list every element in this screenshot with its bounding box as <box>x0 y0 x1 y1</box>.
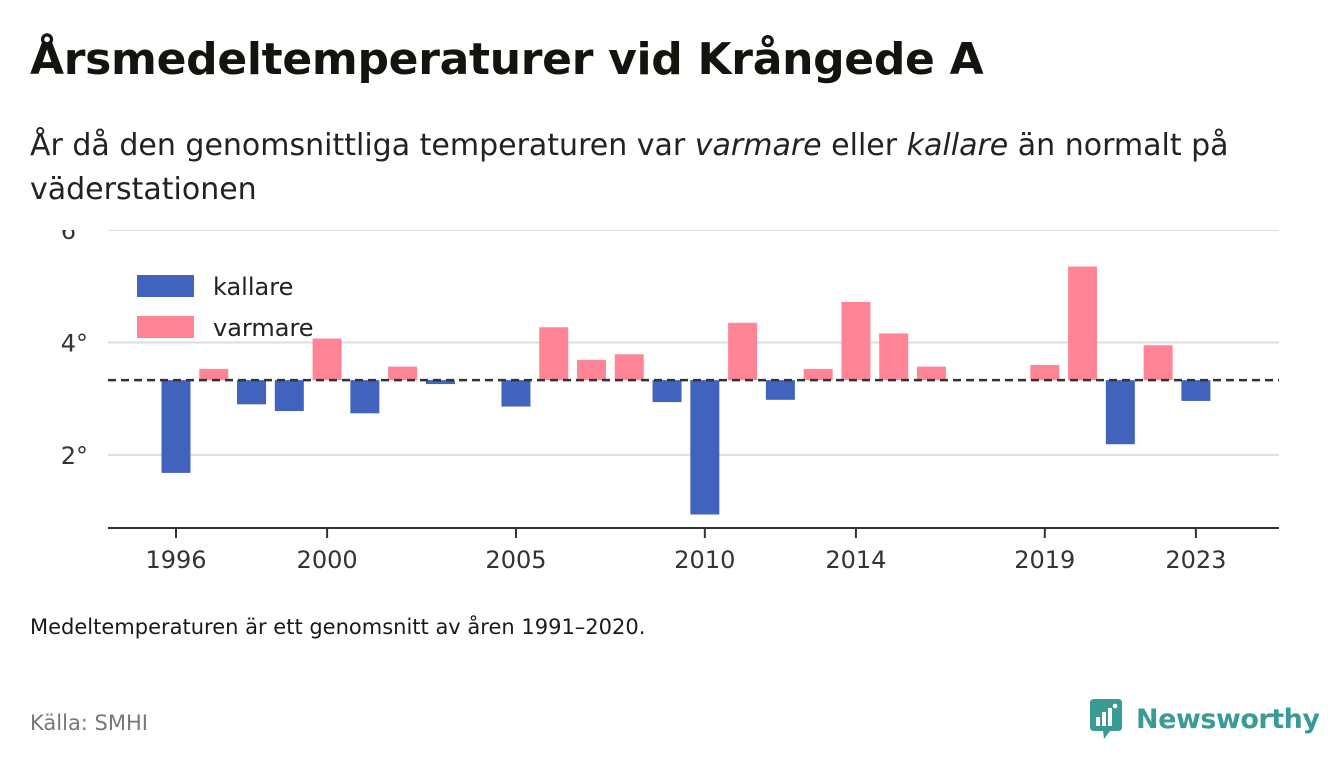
x-tick-label: 2019 <box>1014 546 1075 574</box>
subtitle-text-middle: eller <box>821 128 907 163</box>
legend-swatch-varmare <box>137 316 194 338</box>
newsworthy-logo-icon <box>1090 699 1122 739</box>
bar-2023 <box>1181 380 1211 401</box>
chart-legend: kallare varmare <box>137 273 314 342</box>
bar-2005 <box>501 380 531 407</box>
x-axis: 1996 2000 2005 2010 2014 2019 2023 <box>108 527 1279 574</box>
x-tick-label: 2000 <box>297 546 358 574</box>
x-tick-label: 2005 <box>485 546 546 574</box>
legend-label-varmare: varmare <box>213 314 314 342</box>
y-tick-label: 6° <box>61 230 88 245</box>
y-axis-labels: 2° 4° 6° <box>61 230 88 470</box>
footnote: Medeltemperaturen är ett genomsnitt av å… <box>30 615 646 639</box>
bar-2011 <box>728 322 758 381</box>
legend-label-kallare: kallare <box>213 273 293 301</box>
bars-group <box>161 266 1211 515</box>
bar-2013 <box>803 368 833 381</box>
y-tick-label: 4° <box>61 329 88 357</box>
bar-2019 <box>1030 364 1060 381</box>
bar-2012 <box>765 380 795 400</box>
source-label: Källa: SMHI <box>30 711 148 735</box>
bar-chart: 2° 4° 6° 1996 2000 2005 2010 2014 2019 2023 kall… <box>61 230 1279 574</box>
bar-2008 <box>614 354 644 381</box>
y-tick-label: 2° <box>61 442 88 470</box>
bar-2021 <box>1105 380 1135 445</box>
bar-2010 <box>690 380 720 515</box>
subtitle-emphasis-colder: kallare <box>906 128 1009 163</box>
bar-2016 <box>916 366 946 381</box>
newsworthy-logo-text: Newsworthy <box>1136 703 1320 735</box>
bar-1998 <box>237 380 267 405</box>
bar-2020 <box>1068 266 1098 381</box>
x-tick-label: 2023 <box>1165 546 1226 574</box>
newsworthy-logo[interactable]: Newsworthy <box>1088 697 1320 741</box>
x-tick-label: 2010 <box>674 546 735 574</box>
bar-2002 <box>388 366 418 381</box>
chart-subtitle: År då den genomsnittliga temperaturen va… <box>30 124 1300 212</box>
bar-1996 <box>161 380 191 473</box>
bar-2022 <box>1143 345 1173 381</box>
x-tick-label: 2014 <box>825 546 886 574</box>
chart-title: Årsmedeltemperaturer vid Krångede A <box>30 34 984 85</box>
legend-swatch-kallare <box>137 275 194 297</box>
bar-2006 <box>539 327 569 381</box>
bar-2000 <box>312 338 342 381</box>
x-tick-label: 1996 <box>145 546 206 574</box>
bar-2007 <box>577 359 607 381</box>
bar-2015 <box>879 333 909 381</box>
subtitle-text-start: År då den genomsnittliga temperaturen va… <box>30 128 695 163</box>
bar-2014 <box>841 301 871 381</box>
bar-2009 <box>652 380 682 403</box>
bar-2003 <box>425 380 455 385</box>
subtitle-emphasis-warmer: varmare <box>694 128 822 163</box>
subtitle-text-end: än normalt på väderstationen <box>30 128 1229 207</box>
bar-2001 <box>350 380 380 414</box>
bar-1997 <box>199 368 229 381</box>
bar-1999 <box>274 380 304 412</box>
